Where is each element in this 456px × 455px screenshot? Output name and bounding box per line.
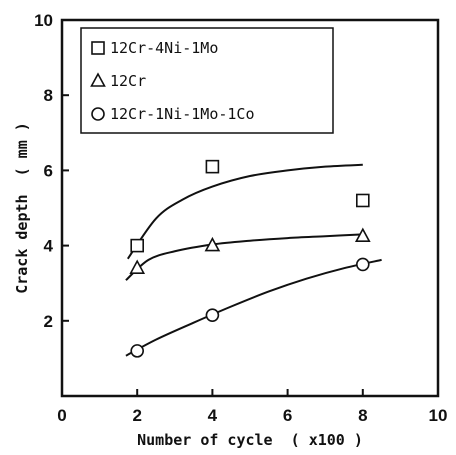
y-tick-label: 10 (34, 11, 53, 30)
data-point (130, 238, 144, 253)
y-tick-label: 4 (44, 237, 54, 256)
x-tick-label: 2 (132, 406, 141, 425)
x-tick-label: 8 (358, 406, 367, 425)
legend-square-marker (91, 41, 105, 55)
data-point (204, 236, 221, 252)
data-point (205, 308, 220, 322)
x-tick-label: 4 (208, 406, 218, 425)
fit-curve (126, 163, 363, 260)
legend: 12Cr-4Ni-1Mo 12Cr 12Cr-1Ni-1Mo-1Co (90, 39, 255, 123)
x-tick-label: 6 (283, 406, 292, 425)
data-point (205, 159, 220, 174)
plot-frame (60, 18, 440, 398)
legend-label: 12Cr (110, 72, 146, 90)
legend-label: 12Cr-1Ni-1Mo-1Co (110, 105, 255, 123)
data-markers (129, 159, 371, 358)
y-tick-label: 8 (44, 86, 53, 105)
data-point (130, 344, 144, 358)
x-axis-label: Number of cycle ( x100 ) (137, 431, 363, 449)
legend-triangle-marker (90, 72, 106, 87)
data-point (129, 259, 146, 274)
y-tick-label: 2 (44, 312, 53, 331)
axis-ticks: 0 2 4 6 8 10 2 4 6 8 10 (34, 11, 447, 425)
fit-curve (125, 258, 382, 357)
legend-box (80, 27, 334, 134)
x-tick-label: 10 (429, 406, 448, 425)
data-point (355, 257, 370, 272)
y-axis-label: Crack depth ( mm ) (13, 122, 31, 294)
legend-label: 12Cr-4Ni-1Mo (110, 39, 218, 57)
y-tick-label: 6 (44, 161, 53, 180)
data-point (354, 227, 371, 242)
data-point (355, 193, 370, 208)
legend-circle-marker (91, 107, 105, 121)
x-tick-label: 0 (57, 406, 66, 425)
fit-curve (125, 233, 363, 281)
fit-curves (125, 163, 382, 357)
